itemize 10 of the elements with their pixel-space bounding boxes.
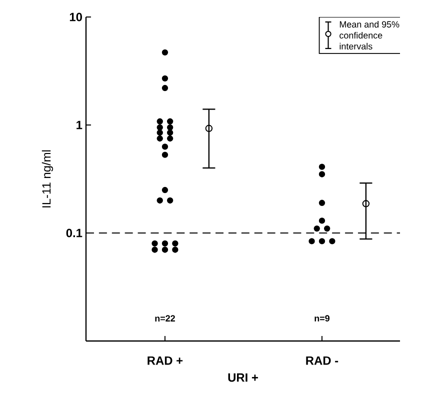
y-tick-label: 1 bbox=[76, 120, 82, 130]
legend-label: Mean and 95% confidence intervals bbox=[340, 20, 400, 50]
annotation: n=22 bbox=[155, 315, 175, 322]
x-axis-title: URI + bbox=[228, 373, 258, 382]
x-tick-label: RAD + bbox=[148, 356, 183, 365]
y-tick-label: 0.1 bbox=[66, 228, 82, 238]
x-tick-label: RAD - bbox=[306, 356, 338, 365]
annotation: n=9 bbox=[314, 315, 330, 322]
y-axis-title: IL-11 ng/ml bbox=[42, 150, 54, 208]
y-tick-label: 10 bbox=[70, 12, 82, 22]
